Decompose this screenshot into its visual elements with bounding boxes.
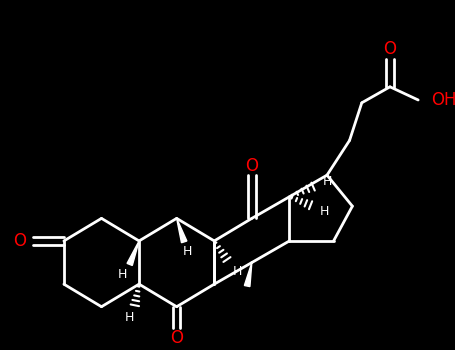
Polygon shape: [244, 262, 252, 287]
Polygon shape: [177, 218, 187, 243]
Polygon shape: [127, 241, 139, 265]
Text: H: H: [322, 175, 332, 188]
Text: H: H: [125, 312, 134, 324]
Text: H: H: [233, 265, 243, 278]
Text: O: O: [170, 329, 183, 347]
Text: H: H: [183, 245, 192, 258]
Text: O: O: [245, 157, 258, 175]
Text: O: O: [13, 232, 26, 250]
Text: O: O: [384, 40, 396, 58]
Text: H: H: [319, 205, 329, 218]
Text: OH: OH: [431, 91, 455, 109]
Text: H: H: [117, 268, 127, 281]
